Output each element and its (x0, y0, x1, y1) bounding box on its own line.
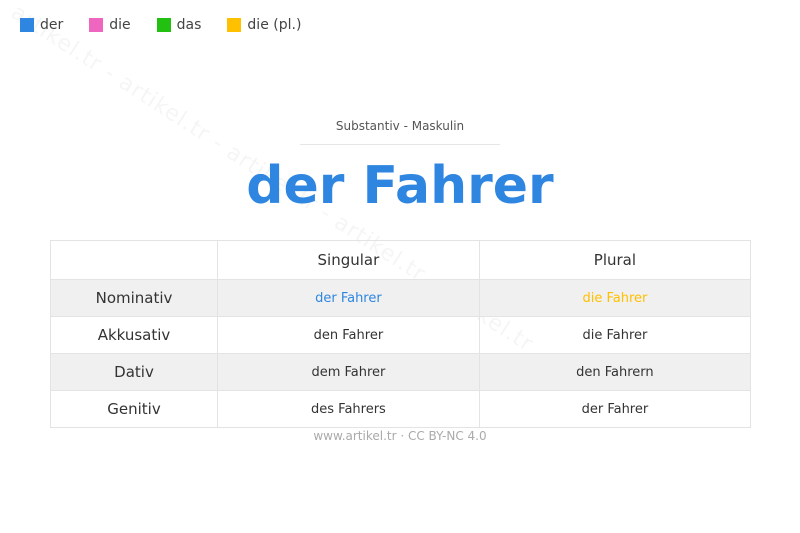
singular-cell: dem Fahrer (217, 353, 480, 391)
color-swatch (89, 18, 104, 32)
table-row: Akkusativ den Fahrer die Fahrer (50, 316, 752, 354)
footer-credit: www.artikel.tr · CC BY-NC 4.0 (313, 429, 487, 443)
legend-item-die-plural: die (pl.) (227, 17, 301, 33)
legend-item-die: die (89, 17, 131, 33)
singular-cell: den Fahrer (217, 316, 480, 354)
color-swatch (227, 18, 242, 32)
case-label: Akkusativ (50, 316, 218, 354)
table-header: Singular Plural (50, 240, 752, 280)
declension-table: Singular Plural Nominativ der Fahrer die… (50, 240, 752, 428)
legend-label: der (40, 17, 64, 33)
table-row: Genitiv des Fahrers der Fahrer (50, 390, 752, 428)
case-label: Genitiv (50, 390, 218, 428)
divider (300, 144, 500, 145)
legend-label: die (pl.) (247, 17, 302, 33)
plural-cell: die Fahrer (478, 279, 752, 317)
header-empty (50, 240, 218, 280)
legend-item-der: der (20, 17, 63, 33)
header-singular: Singular (217, 240, 480, 280)
plural-cell: den Fahrern (478, 353, 752, 391)
gender-legend: der die das die (pl.) (20, 17, 327, 33)
color-swatch (20, 18, 34, 32)
legend-item-das: das (156, 17, 202, 33)
plural-cell: der Fahrer (478, 390, 752, 428)
case-label: Dativ (50, 353, 218, 391)
singular-cell: des Fahrers (217, 390, 480, 428)
color-swatch (156, 18, 171, 32)
legend-label: die (109, 17, 131, 33)
case-label: Nominativ (50, 279, 218, 317)
table-row: Dativ dem Fahrer den Fahrern (50, 353, 752, 391)
table-row: Nominativ der Fahrer die Fahrer (50, 279, 752, 317)
page-title: der Fahrer (246, 156, 554, 216)
singular-cell: der Fahrer (217, 279, 480, 317)
legend-label: das (176, 17, 202, 33)
plural-cell: die Fahrer (478, 316, 752, 354)
header-plural: Plural (478, 240, 752, 280)
word-type: Substantiv - Maskulin (335, 119, 465, 133)
